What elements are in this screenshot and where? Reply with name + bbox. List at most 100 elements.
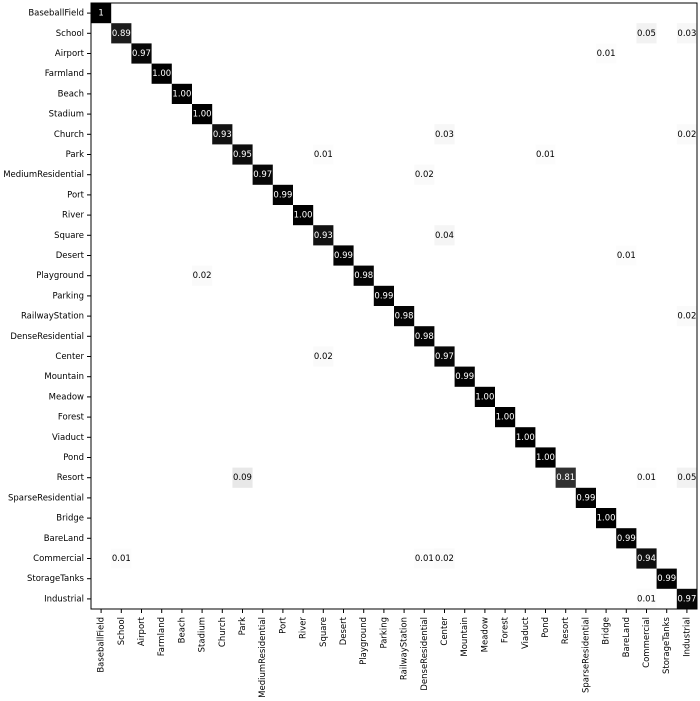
cell — [535, 447, 556, 468]
cell-label: 0.95 — [233, 150, 252, 160]
y-tick-label: Commercial — [33, 554, 84, 564]
cell-label: 0.02 — [435, 554, 454, 564]
cell — [353, 265, 374, 286]
y-tick-label: School — [56, 29, 84, 39]
y-tick-label: Beach — [58, 89, 84, 99]
x-tick-label: River — [299, 617, 309, 640]
cell — [636, 23, 657, 44]
x-tick-label: Pond — [541, 617, 551, 638]
y-tick-label: Pond — [63, 453, 84, 463]
cell — [151, 63, 172, 84]
cell-label: 1 — [98, 9, 103, 19]
cell-label: 0.93 — [314, 231, 333, 241]
cell — [636, 548, 657, 569]
cell-label: 1.00 — [193, 110, 212, 120]
cell — [596, 43, 617, 64]
y-tick-label: Port — [67, 190, 85, 200]
x-tick-label: Square — [319, 617, 329, 647]
cell-label: 1.00 — [475, 392, 494, 402]
y-tick-label: Square — [54, 231, 84, 241]
x-tick-label: Beach — [177, 617, 187, 643]
y-tick-label: Playground — [36, 271, 84, 281]
y-tick-label: Meadow — [49, 392, 84, 402]
y-tick-label: StorageTanks — [27, 574, 85, 584]
cell — [676, 306, 697, 327]
y-tick-label: Forest — [58, 413, 85, 423]
cell-label: 0.01 — [415, 554, 434, 564]
cell-label: 0.01 — [314, 150, 333, 160]
cell-label: 0.02 — [415, 170, 434, 180]
cell — [111, 548, 132, 569]
cell — [313, 144, 334, 165]
cell — [636, 588, 657, 609]
cell — [414, 548, 435, 569]
cell — [333, 245, 354, 266]
cell-label: 0.99 — [374, 291, 393, 301]
cell — [535, 144, 556, 165]
cell-label: 0.03 — [435, 130, 454, 140]
cell — [111, 23, 132, 44]
y-tick-label: River — [62, 211, 85, 221]
cell — [293, 205, 314, 226]
x-tick-label: Meadow — [480, 617, 490, 652]
y-tick-label: Airport — [55, 49, 85, 59]
cell-label: 1.00 — [597, 514, 616, 524]
cell — [171, 83, 192, 104]
cell-label: 0.99 — [273, 190, 292, 200]
cell-label: 0.04 — [435, 231, 454, 241]
cell-label: 1.00 — [294, 211, 313, 221]
x-tick-label: School — [117, 617, 127, 645]
cell-label: 0.99 — [334, 251, 353, 261]
x-tick-label: Bridge — [602, 617, 612, 645]
cell-label: 0.02 — [314, 352, 333, 362]
y-tick-label: Church — [54, 130, 84, 140]
x-tick-label: SparseResidential — [581, 617, 591, 693]
x-tick-label: Resort — [561, 616, 571, 644]
cell-label: 0.01 — [637, 473, 656, 483]
cell — [373, 285, 394, 306]
y-tick-label: Stadium — [49, 110, 84, 120]
cell — [676, 467, 697, 488]
x-tick-label: StorageTanks — [662, 616, 672, 674]
y-tick-label: SparseResidential — [8, 493, 84, 503]
cell-label: 0.02 — [193, 271, 212, 281]
y-tick-label: BaseballField — [28, 9, 84, 19]
cell-label: 0.94 — [637, 554, 656, 564]
cell-label: 0.05 — [677, 473, 696, 483]
cell-label: 1.00 — [152, 69, 171, 79]
x-tick-label: Parking — [379, 617, 389, 649]
cell-label: 0.93 — [213, 130, 232, 140]
cell-label: 0.09 — [233, 473, 252, 483]
x-tick-label: Playground — [359, 617, 369, 665]
cell — [434, 225, 455, 246]
cell-label: 1.00 — [496, 413, 515, 423]
x-tick-label: Farmland — [157, 617, 167, 656]
x-tick-label: RailwayStation — [400, 617, 410, 680]
cell — [575, 487, 596, 508]
cell — [676, 23, 697, 44]
y-tick-label: Parking — [52, 291, 84, 301]
x-tick-label: Mountain — [460, 617, 470, 657]
cell — [616, 528, 637, 549]
y-tick-label: Viaduct — [52, 433, 85, 443]
y-tick-label: DenseResidential — [10, 332, 84, 342]
cell — [272, 184, 293, 205]
cell — [515, 427, 536, 448]
x-tick-label: Desert — [339, 616, 349, 645]
x-tick-label: Industrial — [682, 617, 692, 657]
cell — [414, 326, 435, 347]
cell — [232, 144, 253, 165]
cell — [676, 588, 697, 609]
cell — [131, 43, 152, 64]
cell-label: 0.97 — [677, 594, 696, 604]
x-tick-label: DenseResidential — [420, 617, 430, 691]
y-tick-label: Farmland — [45, 69, 84, 79]
x-tick-label: Forest — [501, 616, 511, 643]
cell-label: 0.01 — [597, 49, 616, 59]
y-tick-label: MediumResidential — [3, 170, 84, 180]
cell — [192, 104, 213, 125]
cell-label: 0.01 — [637, 594, 656, 604]
cell — [212, 124, 233, 145]
cell-label: 0.02 — [677, 312, 696, 322]
